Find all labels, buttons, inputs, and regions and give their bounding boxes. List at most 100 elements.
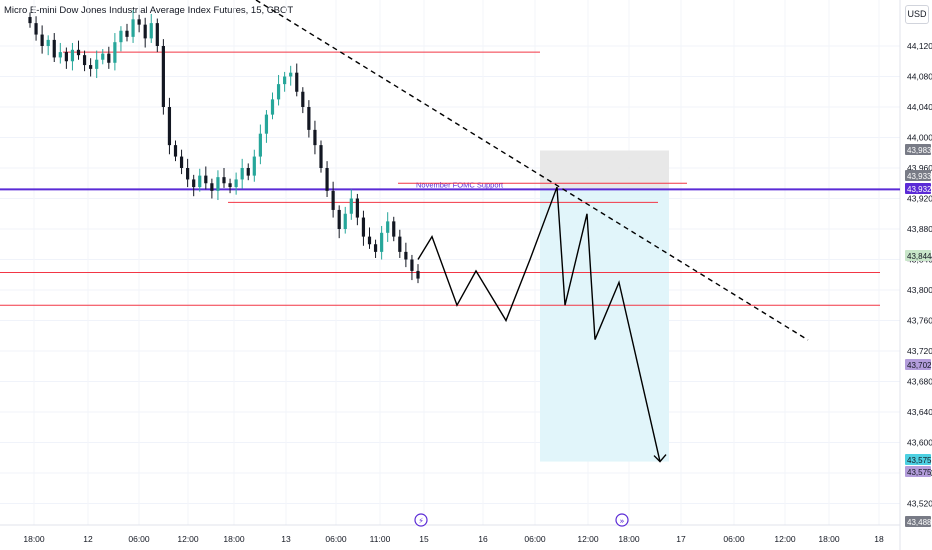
price-badge-label: 43,488 — [907, 518, 932, 527]
price-badge-label: 43,702 — [907, 361, 932, 370]
candle-body — [289, 72, 293, 77]
candle-body — [404, 251, 408, 260]
candle-body — [155, 23, 159, 46]
candle-body — [264, 114, 269, 134]
x-tick-label: 06:00 — [325, 534, 347, 544]
x-tick-label: 06:00 — [524, 534, 546, 544]
candle-body — [252, 156, 256, 176]
candle-body — [161, 46, 165, 107]
price-badge — [905, 250, 931, 261]
projection-path — [417, 186, 661, 462]
x-tick-label: 06:00 — [723, 534, 745, 544]
candle-body — [228, 183, 232, 188]
candle-body — [380, 232, 384, 252]
candle-body — [173, 145, 178, 157]
candle-body — [234, 179, 238, 188]
candle-body — [295, 72, 299, 92]
y-tick-label: 43,520 — [907, 499, 932, 509]
y-tick-label: 43,680 — [907, 377, 932, 387]
candle-body — [52, 39, 56, 58]
lightning-glyph: ⚡ — [418, 517, 424, 526]
price-badge-label: 43,933 — [907, 172, 932, 181]
candle-body — [131, 19, 135, 37]
candle-body — [167, 107, 172, 146]
y-tick-label: 44,040 — [907, 102, 932, 112]
x-tick-label: 18 — [874, 534, 884, 544]
projection-arrowhead — [653, 454, 667, 463]
price-badge — [905, 516, 931, 527]
y-tick-label: 43,880 — [907, 224, 932, 234]
candle-body — [192, 179, 196, 188]
candle-body — [125, 30, 129, 37]
candle-body — [204, 175, 208, 184]
candle-body — [331, 190, 335, 210]
x-tick-label: 12:00 — [577, 534, 599, 544]
candle-body — [34, 23, 38, 35]
candle-body — [149, 23, 153, 39]
candle-body — [258, 133, 262, 157]
candle-body — [113, 42, 117, 63]
candle-body — [89, 65, 93, 69]
price-badge — [905, 359, 931, 370]
candle-body — [301, 91, 305, 107]
x-tick-label: 12:00 — [177, 534, 199, 544]
candle-body — [240, 168, 244, 180]
price-badge — [905, 144, 931, 155]
candle-body — [392, 221, 396, 237]
candle-body — [373, 244, 378, 252]
candle-body — [101, 53, 105, 60]
candle-body — [337, 209, 341, 229]
x-tick-label: 16 — [478, 534, 488, 544]
candle-body — [343, 213, 347, 229]
y-tick-label: 43,600 — [907, 438, 932, 448]
x-tick-label: 18:00 — [223, 534, 245, 544]
y-tick-label: 44,080 — [907, 72, 932, 82]
x-tick-label: 18:00 — [818, 534, 840, 544]
x-tick-label: 17 — [676, 534, 686, 544]
x-tick-label: 15 — [419, 534, 429, 544]
price-badge — [905, 183, 931, 194]
candle-body — [361, 217, 366, 237]
candle-body — [40, 34, 44, 46]
candle-body — [179, 156, 184, 168]
price-badge-label: 43,983 — [907, 146, 932, 155]
price-badge-label: 43,844 — [907, 252, 932, 261]
candle-body — [386, 221, 390, 233]
y-tick-label: 43,760 — [907, 316, 932, 326]
y-tick-label: 44,120 — [907, 41, 932, 51]
fast-forward-glyph: » — [620, 517, 625, 526]
candle-body — [246, 168, 250, 176]
price-badge — [905, 466, 931, 477]
candle-body — [355, 198, 359, 218]
candle-body — [28, 17, 32, 24]
x-tick-label: 13 — [281, 534, 291, 544]
x-tick-label: 06:00 — [128, 534, 150, 544]
candle-body — [119, 30, 123, 43]
candle-body — [319, 145, 323, 168]
x-tick-label: 18:00 — [23, 534, 45, 544]
lightning-icon[interactable] — [414, 513, 428, 527]
y-tick-label: 43,640 — [907, 407, 932, 417]
y-tick-label: 43,720 — [907, 346, 932, 356]
candle-body — [398, 236, 402, 252]
price-badge — [905, 454, 931, 465]
candle-body — [198, 175, 202, 188]
currency-button[interactable]: USD — [905, 5, 929, 24]
x-tick-label: 12 — [83, 534, 93, 544]
chart-title: Micro E-mini Dow Jones Industrial Averag… — [4, 5, 294, 16]
y-tick-label: 44,000 — [907, 133, 932, 143]
candle-body — [58, 52, 62, 58]
y-tick-label: 43,960 — [907, 163, 932, 173]
price-badge-label: 43,932 — [907, 185, 932, 194]
candle-body — [276, 84, 281, 100]
candle-body — [95, 59, 99, 69]
candle-body — [367, 236, 372, 245]
candle-body — [325, 168, 329, 191]
candle-body — [82, 55, 87, 66]
candle-body — [143, 24, 147, 39]
candle-body — [210, 183, 214, 191]
candle-body — [222, 177, 226, 184]
fast-forward-icon[interactable] — [615, 513, 629, 527]
candle-body — [349, 198, 353, 214]
